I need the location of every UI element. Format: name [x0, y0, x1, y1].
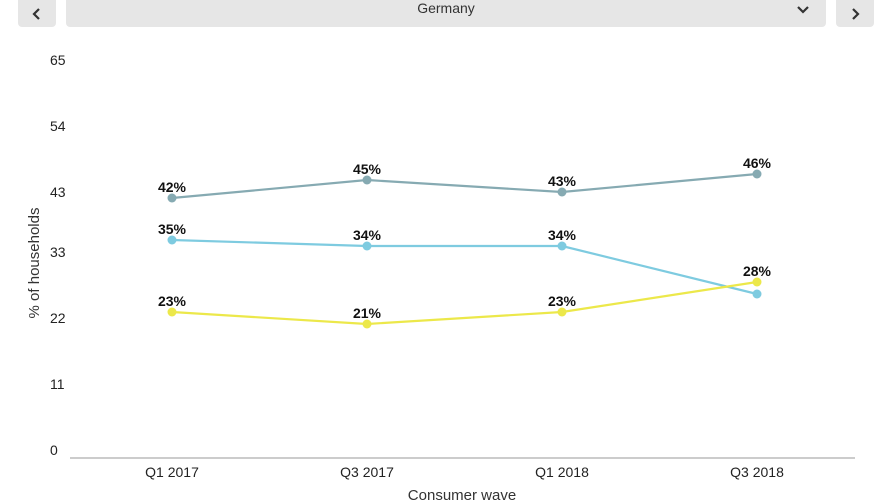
- country-label: Germany: [417, 0, 475, 16]
- y-tick-label: 65: [50, 52, 66, 68]
- data-point[interactable]: [752, 277, 762, 287]
- x-axis: Q1 2017 Q3 2017 Q1 2018 Q3 2018: [145, 464, 784, 480]
- country-dropdown[interactable]: Germany: [66, 0, 826, 27]
- data-point[interactable]: [362, 319, 372, 329]
- x-tick-label: Q3 2018: [730, 464, 784, 480]
- data-label: 46%: [743, 155, 772, 171]
- data-label: 45%: [353, 161, 382, 177]
- x-axis-title: Consumer wave: [408, 487, 516, 504]
- data-point[interactable]: [752, 169, 762, 179]
- y-axis: 0 11 22 33 43 54 65: [50, 52, 66, 458]
- y-axis-title: % of households: [26, 208, 43, 319]
- data-point[interactable]: [557, 307, 567, 317]
- chevron-down-icon: [796, 2, 810, 20]
- x-tick-label: Q1 2017: [145, 464, 199, 480]
- data-point[interactable]: [557, 241, 567, 251]
- next-button[interactable]: [836, 0, 874, 27]
- series-points: [167, 169, 762, 329]
- y-tick-label: 22: [50, 310, 66, 326]
- chevron-left-icon: [32, 7, 42, 21]
- data-label: 34%: [548, 227, 577, 243]
- data-label: 43%: [548, 173, 577, 189]
- chevron-right-icon: [850, 7, 860, 21]
- data-point[interactable]: [167, 193, 177, 203]
- data-label: 42%: [158, 179, 187, 195]
- series-line-2: [171, 238, 758, 296]
- series-line-3: [171, 280, 758, 326]
- data-point[interactable]: [557, 187, 567, 197]
- data-point[interactable]: [167, 307, 177, 317]
- data-label: 23%: [548, 293, 577, 309]
- y-tick-label: 11: [50, 376, 65, 392]
- y-tick-label: 33: [50, 244, 66, 260]
- data-point[interactable]: [167, 235, 177, 245]
- y-tick-label: 54: [50, 118, 66, 134]
- y-tick-label: 0: [50, 442, 58, 458]
- data-label: 35%: [158, 221, 187, 237]
- data-point[interactable]: [752, 289, 762, 299]
- series-line-1: [171, 172, 758, 200]
- series-lines: [171, 172, 758, 326]
- data-label: 23%: [158, 293, 187, 309]
- y-tick-label: 43: [50, 184, 66, 200]
- previous-button[interactable]: [18, 0, 56, 27]
- data-label: 28%: [743, 263, 772, 279]
- data-labels: 42% 45% 43% 46% 35% 34% 34% 23% 21% 23% 28%: [158, 155, 772, 321]
- data-point[interactable]: [362, 175, 372, 185]
- data-label: 21%: [353, 305, 382, 321]
- x-tick-label: Q3 2017: [340, 464, 394, 480]
- data-point[interactable]: [362, 241, 372, 251]
- x-tick-label: Q1 2018: [535, 464, 589, 480]
- data-label: 34%: [353, 227, 382, 243]
